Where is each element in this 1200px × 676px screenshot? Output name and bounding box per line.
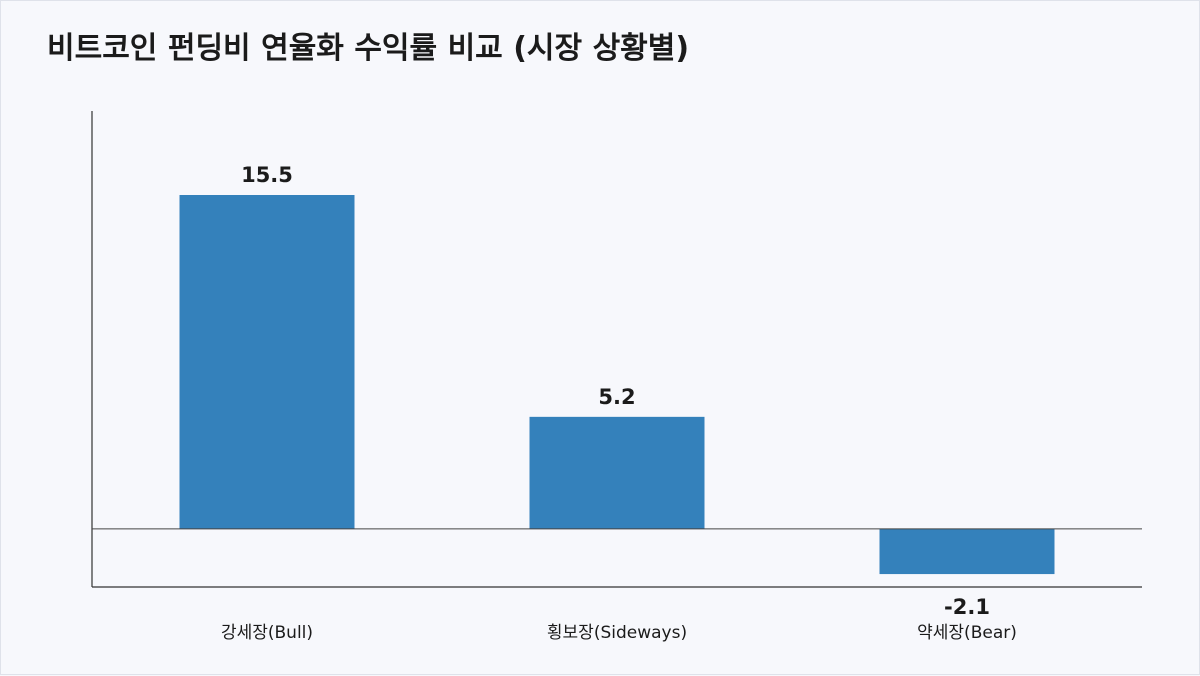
bar-1 xyxy=(529,416,705,529)
category-label-1: 횡보장(Sideways) xyxy=(547,623,687,643)
bar-value-label-1: 5.2 xyxy=(598,385,635,409)
bar-value-label-0: 15.5 xyxy=(241,163,293,187)
category-label-0: 강세장(Bull) xyxy=(221,623,313,643)
category-label-2: 약세장(Bear) xyxy=(917,623,1017,643)
bar-0 xyxy=(179,195,355,529)
bar-2 xyxy=(879,528,1055,575)
bar-value-label-2: -2.1 xyxy=(944,595,990,619)
chart-title: 비트코인 펀딩비 연율화 수익률 비교 (시장 상황별) xyxy=(47,31,690,66)
